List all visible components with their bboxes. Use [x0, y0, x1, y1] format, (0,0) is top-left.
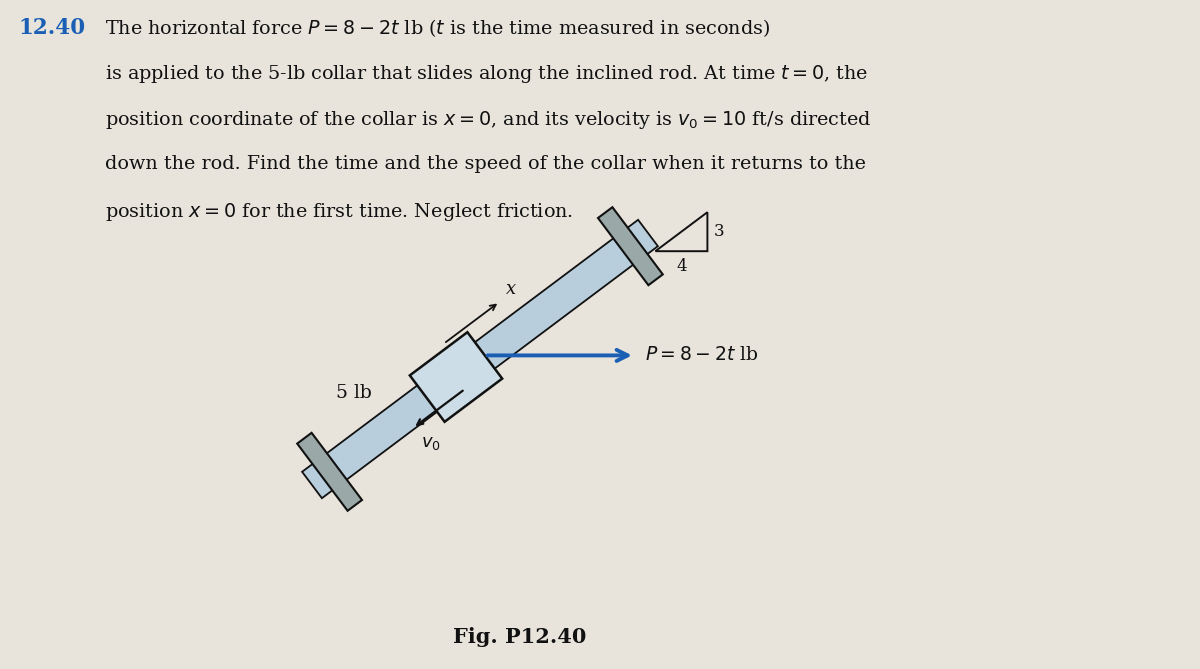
- Polygon shape: [598, 207, 662, 285]
- Text: is applied to the 5-lb collar that slides along the inclined rod. At time $t = 0: is applied to the 5-lb collar that slide…: [106, 63, 869, 85]
- Polygon shape: [302, 220, 658, 498]
- Text: $v_0$: $v_0$: [421, 434, 440, 452]
- Text: $P = 8-2t$ lb: $P = 8-2t$ lb: [644, 347, 758, 365]
- Text: 5 lb: 5 lb: [336, 383, 372, 401]
- Text: The horizontal force $P = 8 - 2t$ lb ($t$ is the time measured in seconds): The horizontal force $P = 8 - 2t$ lb ($t…: [106, 17, 770, 39]
- Text: x: x: [505, 280, 516, 298]
- Text: Fig. P12.40: Fig. P12.40: [454, 627, 587, 647]
- Polygon shape: [409, 332, 503, 421]
- Text: down the rod. Find the time and the speed of the collar when it returns to the: down the rod. Find the time and the spee…: [106, 155, 866, 173]
- Text: position $x = 0$ for the first time. Neglect friction.: position $x = 0$ for the first time. Neg…: [106, 201, 574, 223]
- Text: 12.40: 12.40: [18, 17, 85, 39]
- Text: 3: 3: [713, 223, 724, 240]
- Text: position coordinate of the collar is $x = 0$, and its velocity is $v_0 = 10$ ft/: position coordinate of the collar is $x …: [106, 109, 871, 131]
- Polygon shape: [298, 433, 362, 511]
- Text: 4: 4: [676, 258, 686, 275]
